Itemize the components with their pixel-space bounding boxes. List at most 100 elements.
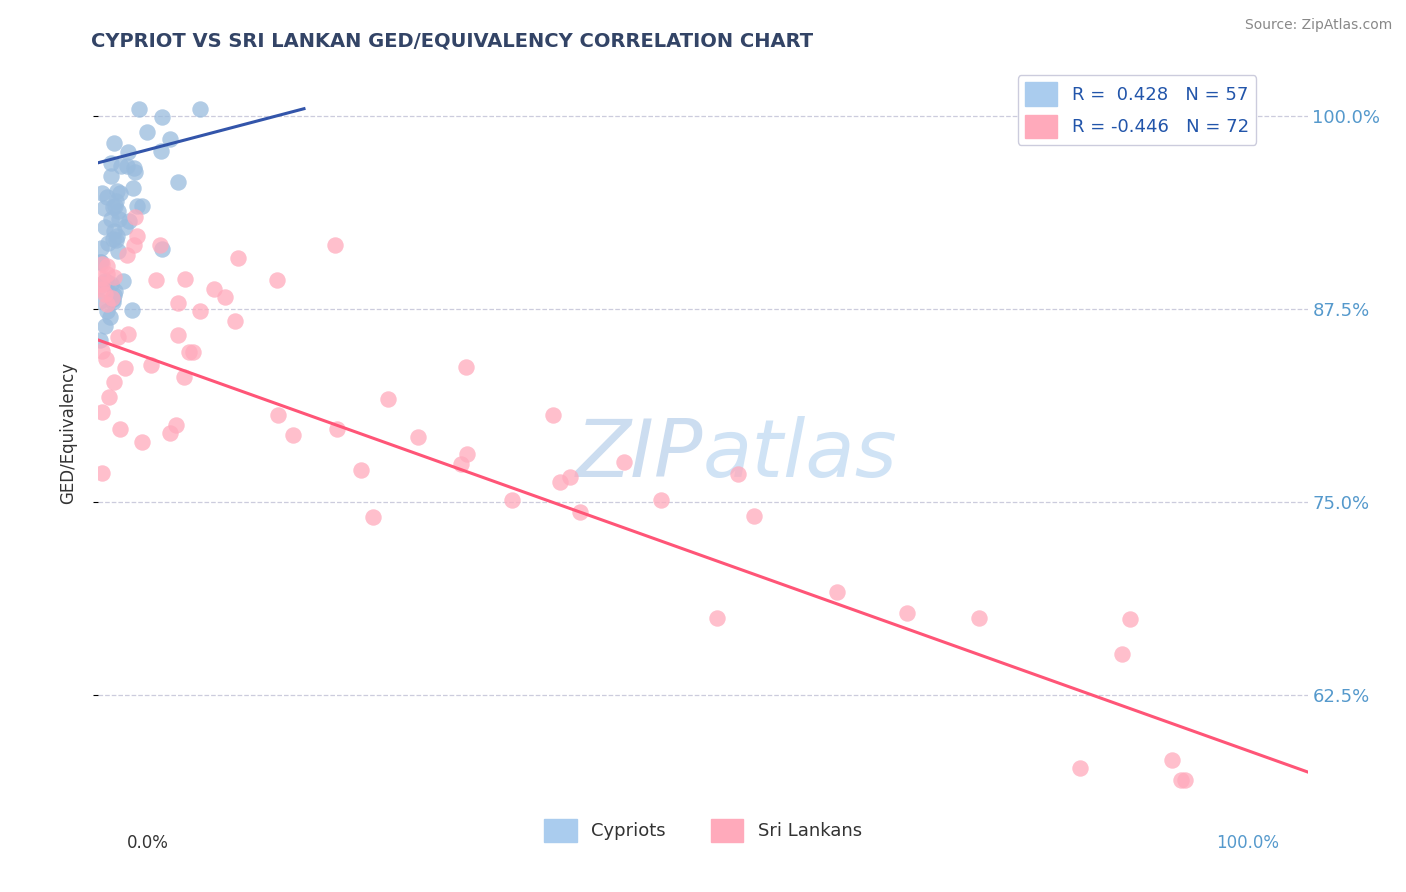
Point	[450, 458, 472, 472]
Point	[91, 344, 114, 359]
Point	[91, 186, 114, 200]
Point	[98, 310, 121, 325]
Point	[101, 291, 124, 305]
Point	[101, 295, 124, 310]
Point	[650, 493, 672, 508]
Point	[100, 169, 122, 183]
Point	[110, 159, 132, 173]
Point	[90, 241, 112, 255]
Point	[124, 237, 146, 252]
Point	[165, 417, 187, 432]
Point	[267, 408, 290, 422]
Point	[706, 611, 728, 625]
Point	[174, 271, 197, 285]
Point	[967, 610, 990, 624]
Point	[104, 233, 127, 247]
Text: 0.0%: 0.0%	[127, 834, 169, 852]
Point	[131, 435, 153, 450]
Point	[141, 358, 163, 372]
Point	[456, 359, 478, 374]
Point	[266, 273, 288, 287]
Point	[173, 369, 195, 384]
Point	[127, 199, 149, 213]
Point	[104, 285, 127, 299]
Point	[361, 509, 384, 524]
Point	[1069, 761, 1091, 775]
Point	[98, 390, 121, 404]
Point	[89, 293, 111, 308]
Point	[103, 292, 125, 306]
Point	[124, 210, 146, 224]
Point	[121, 303, 143, 318]
Point	[103, 136, 125, 150]
Point	[501, 493, 523, 508]
Text: CYPRIOT VS SRI LANKAN GED/EQUIVALENCY CORRELATION CHART: CYPRIOT VS SRI LANKAN GED/EQUIVALENCY CO…	[91, 31, 814, 50]
Point	[93, 274, 115, 288]
Point	[105, 194, 128, 209]
Point	[613, 455, 636, 469]
Point	[96, 351, 118, 366]
Point	[91, 467, 114, 481]
Point	[149, 238, 172, 252]
Text: ZIP: ZIP	[575, 416, 703, 494]
Point	[727, 467, 749, 481]
Point	[114, 360, 136, 375]
Point	[150, 242, 173, 256]
Point	[121, 180, 143, 194]
Point	[145, 273, 167, 287]
Point	[96, 267, 118, 281]
Point	[150, 144, 173, 158]
Point	[281, 428, 304, 442]
Point	[326, 422, 349, 436]
Point	[89, 333, 111, 347]
Point	[96, 189, 118, 203]
Point	[114, 220, 136, 235]
Point	[89, 254, 111, 268]
Point	[96, 275, 118, 289]
Point	[131, 198, 153, 212]
Point	[167, 327, 190, 342]
Point	[103, 287, 125, 301]
Point	[896, 606, 918, 620]
Point	[377, 392, 399, 406]
Point	[107, 203, 129, 218]
Point	[167, 175, 190, 189]
Point	[91, 271, 114, 285]
Point	[101, 232, 124, 246]
Point	[124, 164, 146, 178]
Point	[214, 289, 236, 303]
Point	[100, 277, 122, 291]
Point	[124, 161, 146, 175]
Point	[93, 201, 115, 215]
Point	[188, 102, 211, 116]
Point	[94, 287, 117, 301]
Y-axis label: GED/Equivalency: GED/Equivalency	[59, 361, 77, 504]
Point	[150, 111, 173, 125]
Point	[91, 257, 114, 271]
Point	[1111, 648, 1133, 662]
Point	[90, 255, 112, 269]
Point	[456, 447, 478, 461]
Point	[558, 470, 581, 484]
Legend: Cypriots, Sri Lankans: Cypriots, Sri Lankans	[537, 812, 869, 849]
Point	[101, 200, 124, 214]
Point	[135, 125, 157, 139]
Point	[91, 282, 114, 296]
Point	[94, 220, 117, 235]
Point	[108, 211, 131, 226]
Point	[128, 102, 150, 116]
Point	[159, 132, 181, 146]
Point	[105, 185, 128, 199]
Point	[1118, 612, 1140, 626]
Point	[568, 505, 591, 519]
Point	[104, 199, 127, 213]
Point	[226, 251, 249, 265]
Point	[107, 329, 129, 343]
Point	[100, 156, 122, 170]
Point	[1161, 753, 1184, 767]
Point	[96, 259, 118, 273]
Text: 100.0%: 100.0%	[1216, 834, 1279, 852]
Point	[350, 463, 373, 477]
Point	[97, 235, 120, 250]
Point	[111, 274, 134, 288]
